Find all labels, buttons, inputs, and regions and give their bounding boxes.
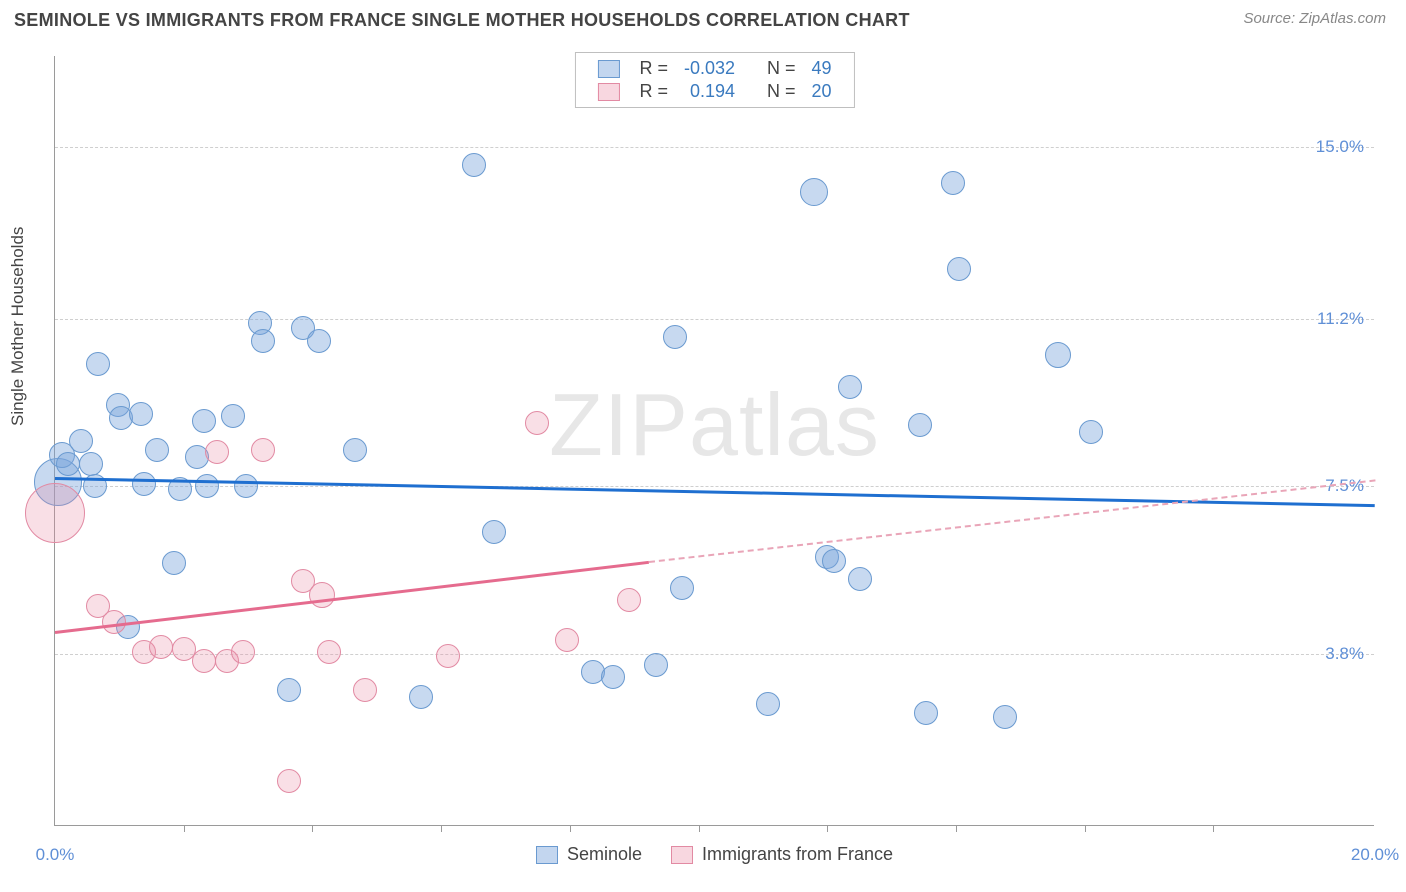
data-point [132,472,156,496]
data-point [251,438,275,462]
y-axis-label: Single Mother Households [8,227,28,426]
data-point [234,474,258,498]
data-point [1045,342,1071,368]
legend-row-seminole: R = -0.032 N = 49 [589,57,839,80]
x-tick-mark [441,825,442,832]
gridline [55,147,1374,148]
data-point [914,701,938,725]
data-point [277,769,301,793]
data-point [192,649,216,673]
data-point [307,329,331,353]
data-point [838,375,862,399]
data-point [149,635,173,659]
data-point [436,644,460,668]
swatch-blue-icon [597,60,619,78]
n-label: N = [759,57,804,80]
data-point [79,452,103,476]
data-point [251,329,275,353]
x-tick-mark [1085,825,1086,832]
y-tick-label: 3.8% [1325,644,1364,664]
data-point [1079,420,1103,444]
x-tick-mark [1213,825,1214,832]
plot-area: ZIPatlas R = -0.032 N = 49 R = 0.194 N = [54,56,1374,826]
legend-label: Immigrants from France [702,844,893,864]
data-point [69,429,93,453]
x-tick-mark [827,825,828,832]
correlation-legend: R = -0.032 N = 49 R = 0.194 N = 20 [574,52,854,108]
data-point [25,483,85,543]
data-point [908,413,932,437]
data-point [309,582,335,608]
data-point [145,438,169,462]
n-value: 49 [804,57,840,80]
data-point [277,678,301,702]
data-point [848,567,872,591]
swatch-blue-icon [536,846,558,864]
y-tick-label: 15.0% [1316,137,1364,157]
data-point [205,440,229,464]
legend-row-france: R = 0.194 N = 20 [589,80,839,103]
data-point [56,452,80,476]
data-point [822,549,846,573]
data-point [947,257,971,281]
data-point [670,576,694,600]
data-point [941,171,965,195]
x-tick-mark [184,825,185,832]
data-point [353,678,377,702]
chart-source: Source: ZipAtlas.com [1243,10,1386,27]
trend-line [55,561,649,634]
data-point [555,628,579,652]
data-point [409,685,433,709]
n-label: N = [759,80,804,103]
data-point [462,153,486,177]
data-point [617,588,641,612]
r-value: 0.194 [676,80,743,103]
chart-header: SEMINOLE VS IMMIGRANTS FROM FRANCE SINGL… [0,0,1406,35]
legend-label: Seminole [567,844,642,864]
data-point [756,692,780,716]
y-tick-label: 11.2% [1317,309,1364,329]
chart-title: SEMINOLE VS IMMIGRANTS FROM FRANCE SINGL… [14,10,910,31]
data-point [195,474,219,498]
x-tick-mark [312,825,313,832]
n-value: 20 [804,80,840,103]
data-point [663,325,687,349]
swatch-pink-icon [597,83,619,101]
x-tick-mark [699,825,700,832]
data-point [993,705,1017,729]
watermark: ZIPatlas [549,374,880,476]
data-point [129,402,153,426]
swatch-pink-icon [671,846,693,864]
data-point [482,520,506,544]
data-point [317,640,341,664]
series-legend: Seminole Immigrants from France [55,844,1374,865]
r-value: -0.032 [676,57,743,80]
legend-item-france: Immigrants from France [671,844,893,865]
data-point [644,653,668,677]
r-label: R = [631,80,676,103]
data-point [343,438,367,462]
data-point [86,352,110,376]
x-tick-mark [570,825,571,832]
data-point [601,665,625,689]
x-tick-label: 0.0% [36,845,75,865]
data-point [800,178,828,206]
data-point [525,411,549,435]
data-point [162,551,186,575]
data-point [231,640,255,664]
x-tick-mark [956,825,957,832]
chart-container: Single Mother Households ZIPatlas R = -0… [14,46,1392,886]
r-label: R = [631,57,676,80]
x-tick-label: 20.0% [1351,845,1399,865]
legend-item-seminole: Seminole [536,844,642,865]
data-point [192,409,216,433]
data-point [221,404,245,428]
